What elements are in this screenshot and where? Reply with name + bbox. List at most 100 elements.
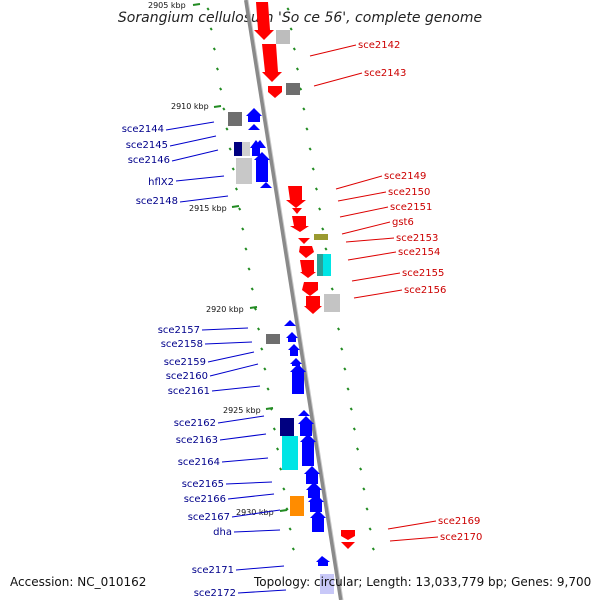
gene-label[interactable]: sce2171 <box>192 565 234 576</box>
gene-box-lavender[interactable] <box>320 574 334 594</box>
gene-label[interactable]: sce2166 <box>184 494 226 505</box>
gene-label[interactable]: sce2146 <box>128 155 170 166</box>
gene-label[interactable]: sce2144 <box>122 124 164 135</box>
gene-arrow-red[interactable] <box>286 186 306 208</box>
gene-arrow-blue[interactable] <box>290 364 306 394</box>
gene-label[interactable]: gst6 <box>392 217 414 228</box>
gene-arrow-blue[interactable] <box>298 416 314 436</box>
gene-label[interactable]: sce2157 <box>158 325 200 336</box>
gene-label[interactable]: sce2158 <box>161 339 203 350</box>
gene-label[interactable]: sce2169 <box>438 516 480 527</box>
gene-box-olive[interactable] <box>314 234 328 240</box>
gene-arrow-red[interactable] <box>268 86 282 98</box>
leader-line <box>171 149 219 162</box>
gene-label[interactable]: sce2151 <box>390 202 432 213</box>
gene-arrow-red[interactable] <box>262 44 282 82</box>
gene-label[interactable]: sce2145 <box>126 140 168 151</box>
gene-arrow-blue[interactable] <box>286 332 298 342</box>
gene-arrow-blue[interactable] <box>253 140 266 148</box>
gene-label[interactable]: sce2164 <box>178 457 220 468</box>
leader-line <box>341 221 391 235</box>
right-gene-labels: sce2142 sce2143 sce2149 sce2150 sce2151 … <box>358 40 482 543</box>
ruler-tick <box>318 207 322 211</box>
gene-label[interactable]: hflX2 <box>148 177 174 188</box>
gene-arrow-blue[interactable] <box>308 494 324 512</box>
gene-arrow-blue[interactable] <box>300 434 316 466</box>
gene-arrow-red[interactable] <box>254 2 274 40</box>
gene-label[interactable]: sce2149 <box>384 171 426 182</box>
leader-line <box>313 72 363 87</box>
gene-box-navy[interactable] <box>280 418 294 436</box>
gene-label[interactable]: sce2170 <box>440 532 482 543</box>
ruler-tick <box>289 27 293 31</box>
gene-box-gray[interactable] <box>228 112 242 126</box>
leader-line <box>347 251 397 261</box>
gene-label[interactable]: sce2162 <box>174 418 216 429</box>
gene-arrow-red[interactable] <box>341 530 355 540</box>
gene-label[interactable]: dha <box>213 527 232 538</box>
gene-arrow-blue[interactable] <box>260 182 272 188</box>
gene-box-gray[interactable] <box>286 83 300 95</box>
gene-arrow-blue[interactable] <box>246 108 262 122</box>
gene-box-gray[interactable] <box>276 30 290 44</box>
gene-label[interactable]: sce2167 <box>188 512 230 523</box>
gene-label[interactable]: sce2161 <box>168 386 210 397</box>
gene-label[interactable]: sce2153 <box>396 233 438 244</box>
gene-arrow-red[interactable] <box>298 238 310 244</box>
ruler-tick <box>256 327 261 331</box>
gene-label[interactable]: sce2156 <box>404 285 446 296</box>
gene-label[interactable]: sce2159 <box>164 357 206 368</box>
leader-line <box>231 509 281 518</box>
kbp-label: 2925 kbp <box>223 406 261 415</box>
gene-label[interactable]: sce2150 <box>388 187 430 198</box>
gene-box-teal[interactable] <box>317 254 323 276</box>
gene-arrow-red[interactable] <box>341 542 355 549</box>
gene-label[interactable]: sce2160 <box>166 371 208 382</box>
gene-label[interactable]: sce2142 <box>358 40 400 51</box>
gene-label[interactable]: sce2154 <box>398 247 440 258</box>
gene-box-gray[interactable] <box>236 158 252 184</box>
gene-box-cyan[interactable] <box>323 254 331 276</box>
gene-label[interactable]: sce2172 <box>194 588 236 599</box>
genome-backbone <box>244 0 343 600</box>
ruler-tick <box>219 87 223 91</box>
gene-box-orange[interactable] <box>290 496 304 516</box>
genome-backbone-highlight <box>247 0 344 600</box>
gene-box-gray[interactable] <box>242 142 250 156</box>
gene-label[interactable]: sce2163 <box>176 435 218 446</box>
gene-arrow-blue[interactable] <box>310 510 326 532</box>
gene-box-navy[interactable] <box>234 142 242 156</box>
gene-arrow-blue[interactable] <box>248 124 260 130</box>
ruler-tick <box>292 47 296 51</box>
gene-arrow-red[interactable] <box>290 216 309 232</box>
gene-arrow-red[interactable] <box>302 282 318 296</box>
gene-label[interactable]: sce2148 <box>136 196 178 207</box>
gene-arrow-red[interactable] <box>304 296 322 314</box>
gene-arrow-red[interactable] <box>299 246 314 258</box>
gene-box-gray[interactable] <box>324 294 340 312</box>
ruler-tick <box>225 127 229 131</box>
gene-arrow-blue[interactable] <box>306 482 322 498</box>
gene-box-cyan[interactable] <box>282 436 298 470</box>
ruler-tick <box>212 47 216 51</box>
ruler-tick <box>231 167 235 171</box>
ruler-tick <box>260 347 264 351</box>
gene-box-gray[interactable] <box>266 334 280 344</box>
gene-arrow-red[interactable] <box>300 260 316 278</box>
gene-arrow-blue[interactable] <box>284 320 296 326</box>
gene-arrow-blue[interactable] <box>316 556 330 566</box>
ruler-tick <box>247 267 251 271</box>
gene-label[interactable]: sce2143 <box>364 68 406 79</box>
gene-arrow-blue[interactable] <box>290 358 302 366</box>
gene-arrow-blue[interactable] <box>304 466 320 484</box>
gene-arrow-blue[interactable] <box>254 152 270 182</box>
gene-arrow-blue[interactable] <box>288 344 300 356</box>
gene-arrow-red[interactable] <box>292 208 302 214</box>
leader-line <box>335 175 383 190</box>
ruler-tick <box>324 247 328 251</box>
gene-arrow-blue[interactable] <box>298 410 310 416</box>
kbp-tick <box>192 3 201 6</box>
gene-label[interactable]: sce2155 <box>402 268 444 279</box>
gene-label[interactable]: sce2165 <box>182 479 224 490</box>
